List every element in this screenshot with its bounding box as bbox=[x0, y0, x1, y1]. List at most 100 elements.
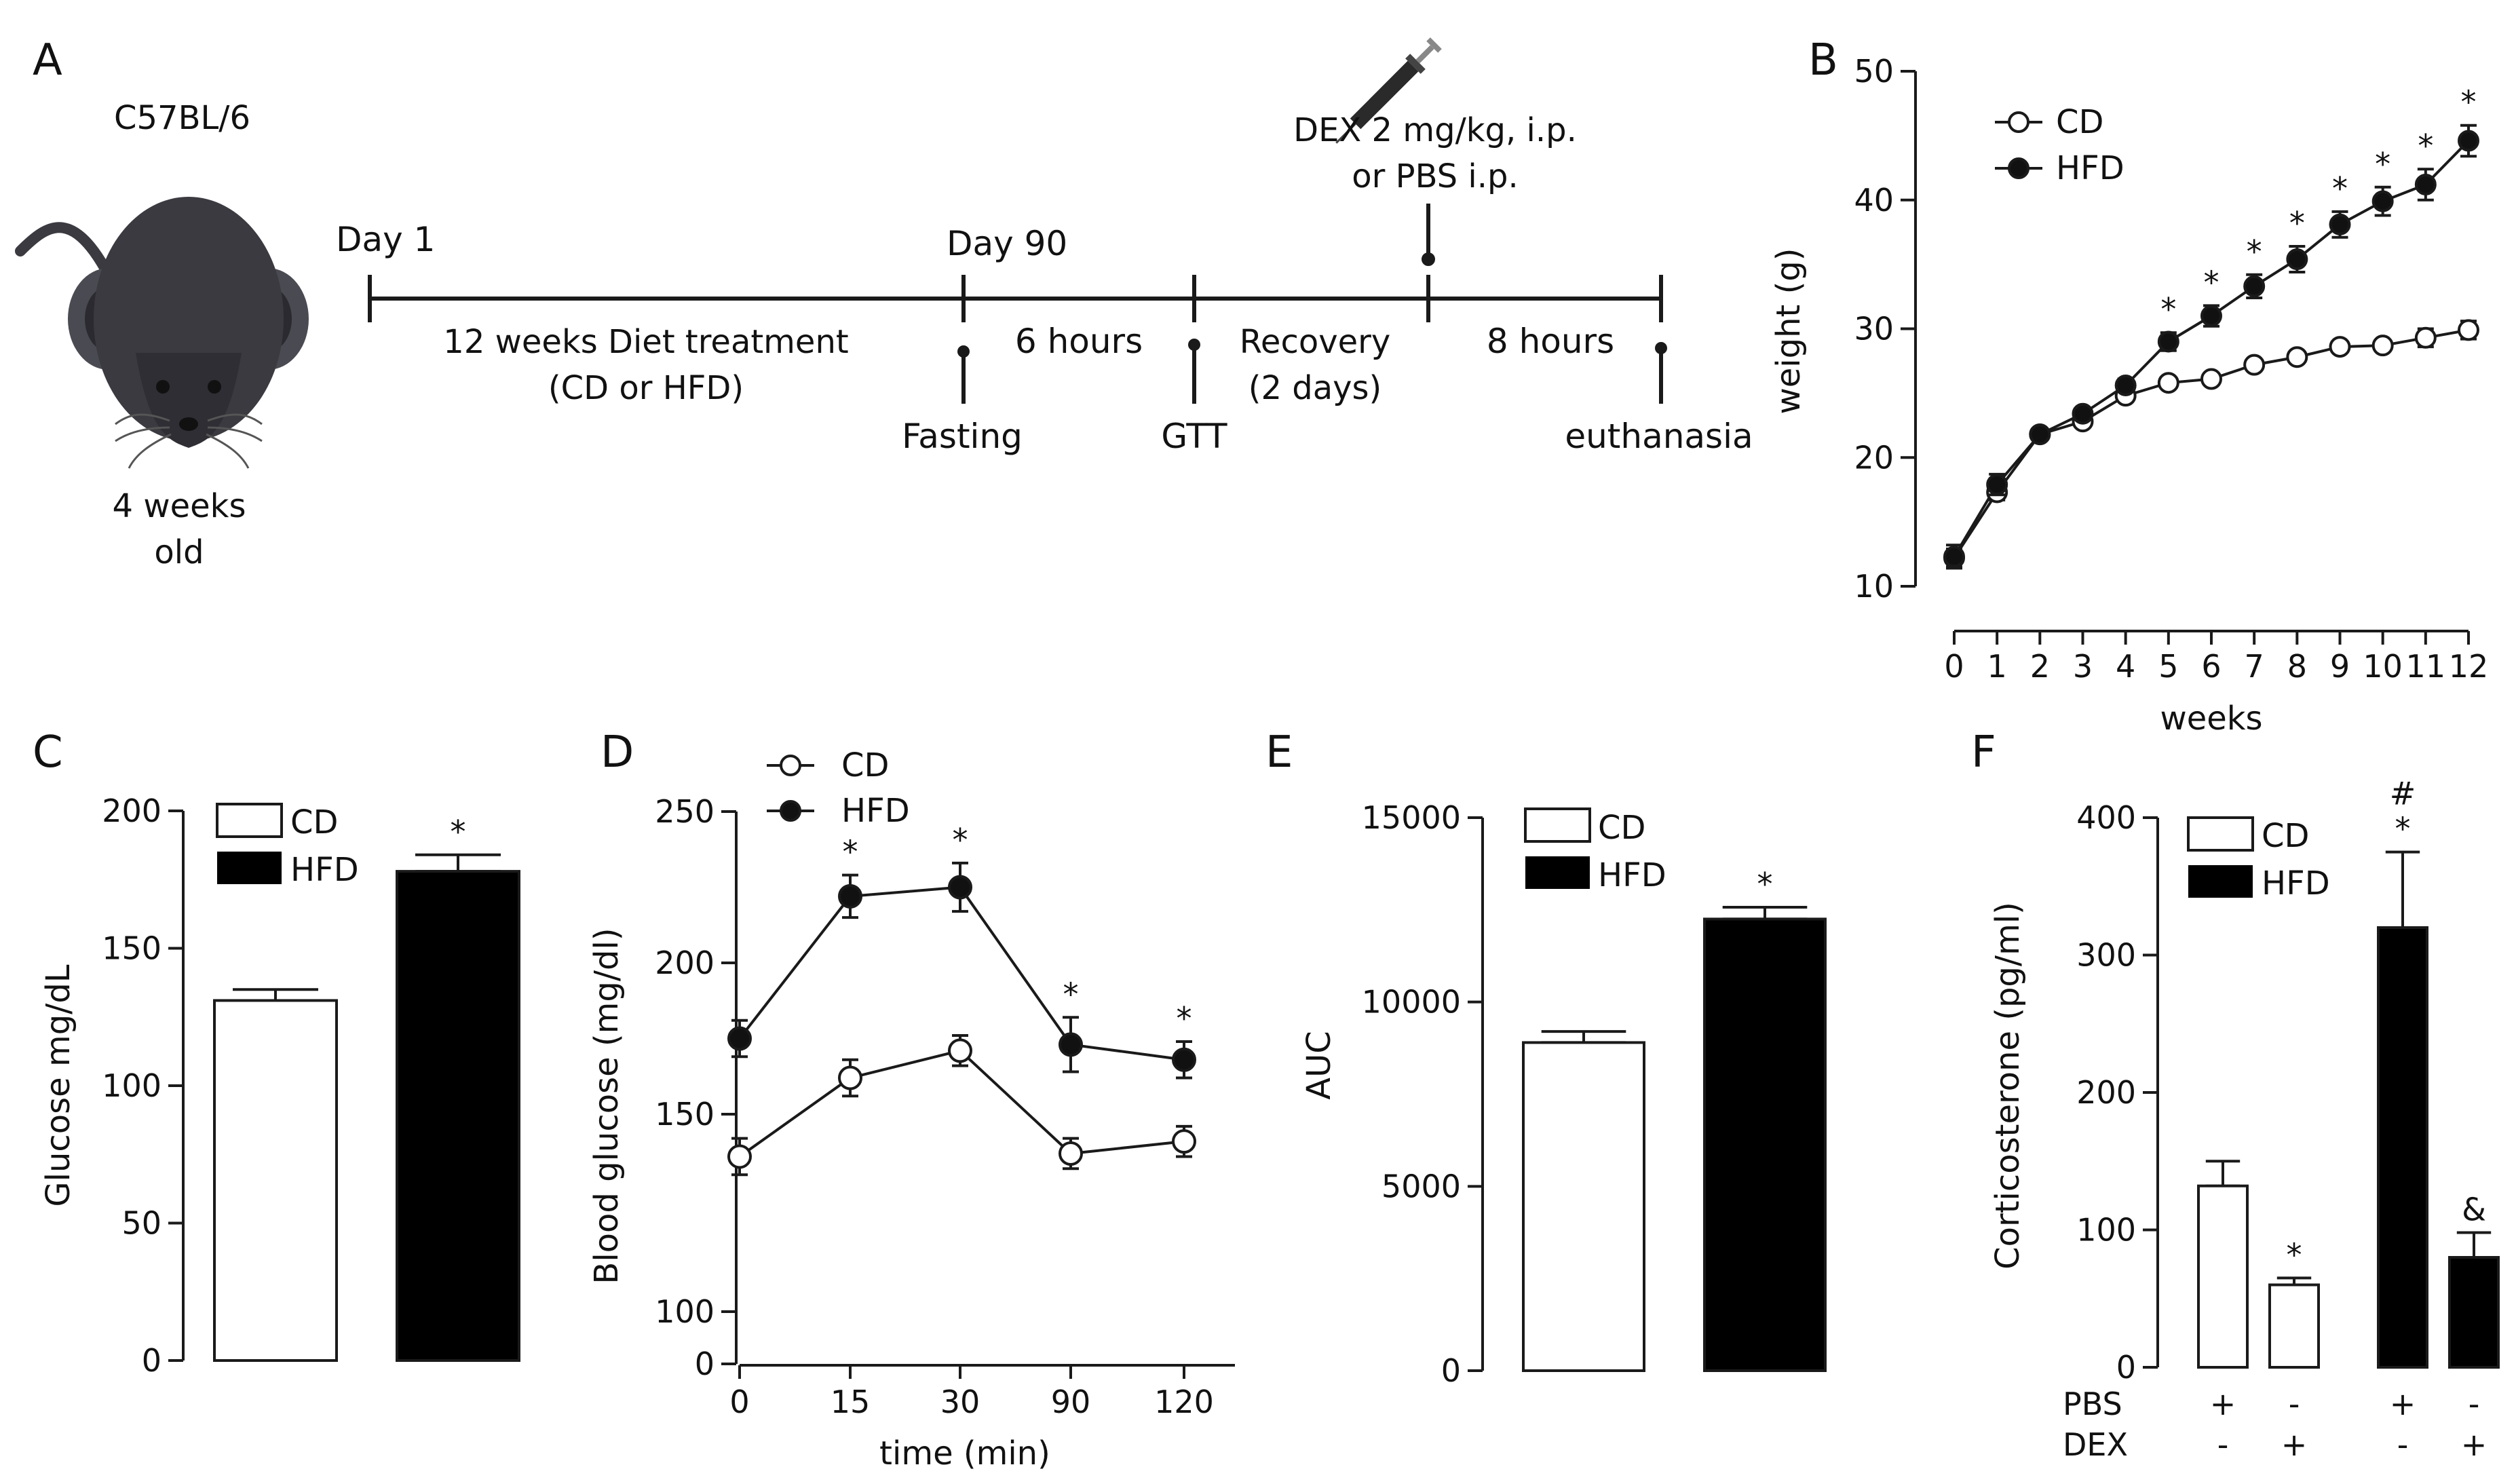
diet-label: 12 weeks Diet treatment bbox=[443, 323, 848, 361]
panel-a: A C57BL/6 4 weeks old bbox=[15, 35, 1753, 571]
bar-hfd-dex bbox=[2448, 1256, 2500, 1369]
legend-cd-label: CD bbox=[841, 746, 889, 784]
legend-hfd-label: HFD bbox=[2262, 864, 2330, 902]
timeline-ticks bbox=[368, 275, 1663, 322]
data-point-cd bbox=[2458, 319, 2479, 341]
y-tick-label: 150 bbox=[655, 1096, 714, 1133]
y-tick-label: 300 bbox=[2076, 937, 2136, 974]
significance-marker: * bbox=[843, 834, 858, 871]
data-point-hfd bbox=[727, 1026, 752, 1051]
significance-marker: & bbox=[2462, 1192, 2486, 1228]
y-tick-label: 0 bbox=[142, 1342, 161, 1379]
injection-label-2: or PBS i.p. bbox=[1352, 157, 1518, 195]
data-point-hfd bbox=[2072, 402, 2094, 425]
x-tick-label: 11 bbox=[2406, 648, 2446, 685]
event-gtt: GTT bbox=[1161, 417, 1227, 456]
y-tick-label: 250 bbox=[655, 793, 714, 830]
bar-hfd bbox=[1703, 917, 1827, 1372]
y-tick-label: 400 bbox=[2076, 799, 2136, 836]
x-tick-label: 10 bbox=[2363, 648, 2403, 685]
fast-duration-label: 6 hours bbox=[1015, 322, 1143, 361]
plot-e: 0 5000 10000 15000 AUC * bbox=[1300, 799, 1827, 1389]
x-tick-label: 3 bbox=[2073, 648, 2093, 685]
pbs-sign: - bbox=[2289, 1386, 2300, 1422]
legend-cd-label: CD bbox=[1598, 809, 1645, 847]
data-point-cd bbox=[1059, 1141, 1083, 1166]
y-tick-label: 150 bbox=[102, 930, 161, 967]
significance-marker: * bbox=[2395, 811, 2411, 848]
data-point-cd bbox=[1172, 1129, 1196, 1154]
y-tick-label: 15000 bbox=[1362, 799, 1461, 836]
significance-marker: * bbox=[2418, 128, 2433, 164]
y-axis-label: AUC bbox=[1300, 1031, 1338, 1099]
dex-sign: + bbox=[2461, 1426, 2488, 1463]
pbs-sign: + bbox=[2390, 1386, 2416, 1422]
day1-label: Day 1 bbox=[336, 220, 435, 259]
diet-label-2: (CD or HFD) bbox=[548, 369, 744, 407]
age-label-2: old bbox=[154, 533, 204, 571]
y-tick-label: 5000 bbox=[1381, 1168, 1461, 1204]
data-point-hfd bbox=[2414, 173, 2437, 195]
bar-cd bbox=[213, 999, 338, 1362]
y-tick-label: 100 bbox=[2076, 1212, 2136, 1249]
panel-c-letter: C bbox=[33, 727, 63, 778]
x-tick-label: 5 bbox=[2158, 648, 2178, 685]
significance-marker: # bbox=[2390, 776, 2416, 812]
mouse-tail bbox=[15, 222, 121, 294]
data-point-hfd bbox=[948, 875, 972, 900]
y-tick-label: 40 bbox=[1854, 182, 1894, 218]
data-point-hfd bbox=[1059, 1032, 1083, 1057]
data-point-hfd bbox=[2029, 423, 2051, 446]
mouse-illustration bbox=[15, 197, 309, 469]
y-tick-label: 100 bbox=[102, 1067, 161, 1104]
significance-marker: * bbox=[2287, 1236, 2302, 1273]
legend-hfd-swatch bbox=[1525, 856, 1590, 889]
age-label: 4 weeks bbox=[113, 487, 246, 525]
data-point-hfd bbox=[2114, 374, 2137, 396]
x-axis-label: weeks bbox=[2160, 700, 2262, 738]
panel-e: E 0 5000 10000 15000 AUC * CD HFD bbox=[1265, 727, 1827, 1389]
dex-sign: - bbox=[2217, 1426, 2229, 1463]
x-tick-label: 0 bbox=[729, 1384, 749, 1420]
significance-marker: * bbox=[2289, 205, 2305, 242]
significance-marker: * bbox=[953, 822, 968, 858]
data-point-cd bbox=[2157, 372, 2179, 394]
legend-cd-label: CD bbox=[290, 803, 338, 841]
y-tick-label: 0 bbox=[1441, 1352, 1461, 1389]
legend-hfd-swatch bbox=[217, 852, 282, 884]
panel-c: C 0 50 100 150 200 Glucose mg/dL * CD HFD bbox=[33, 727, 520, 1379]
data-point-hfd bbox=[2371, 190, 2394, 212]
dex-sign: + bbox=[2281, 1426, 2308, 1463]
data-point-cd bbox=[2286, 346, 2308, 368]
row-label-pbs: PBS bbox=[2063, 1386, 2122, 1422]
legend-cd-label: CD bbox=[2262, 817, 2309, 855]
bar-cd bbox=[1522, 1041, 1645, 1373]
x-tick-label: 0 bbox=[1944, 648, 1964, 685]
significance-marker: * bbox=[1757, 866, 1773, 902]
legend-cd-swatch bbox=[216, 803, 283, 838]
y-tick-label: 30 bbox=[1854, 311, 1894, 347]
data-point-cd bbox=[2200, 368, 2222, 390]
legend-cd-label: CD bbox=[2056, 103, 2103, 141]
post-duration-label: 8 hours bbox=[1487, 322, 1614, 361]
data-point-hfd bbox=[2329, 213, 2351, 235]
event-fasting: Fasting bbox=[902, 417, 1023, 456]
data-point-cd bbox=[2371, 335, 2394, 357]
bar-hfd bbox=[396, 870, 520, 1362]
x-tick-label: 30 bbox=[940, 1384, 980, 1420]
panel-d: D 0 100 150 200 250 Blood glucose (mg/dl) 0 15 3… bbox=[588, 727, 1235, 1472]
data-point-hfd bbox=[2157, 330, 2179, 353]
x-tick-label: 12 bbox=[2449, 648, 2489, 685]
y-tick-label: 200 bbox=[102, 793, 161, 829]
data-point-hfd bbox=[1943, 546, 1965, 568]
panel-d-letter: D bbox=[601, 727, 634, 778]
y-tick-label: 50 bbox=[121, 1205, 161, 1242]
significance-marker: * bbox=[2461, 84, 2477, 121]
day90-label: Day 90 bbox=[947, 224, 1067, 263]
x-tick-label: 2 bbox=[2030, 648, 2050, 685]
data-point-hfd bbox=[2200, 305, 2222, 327]
plot-c: 0 50 100 150 200 Glucose mg/dL * bbox=[39, 793, 520, 1379]
y-tick-label: 200 bbox=[655, 945, 714, 981]
